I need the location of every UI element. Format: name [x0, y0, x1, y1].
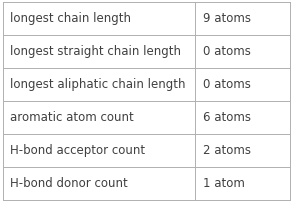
Text: longest chain length: longest chain length	[10, 12, 131, 25]
Text: H-bond donor count: H-bond donor count	[10, 177, 128, 190]
Text: H-bond acceptor count: H-bond acceptor count	[10, 144, 145, 157]
Text: longest straight chain length: longest straight chain length	[10, 45, 181, 58]
Text: 6 atoms: 6 atoms	[203, 111, 251, 124]
Text: 9 atoms: 9 atoms	[203, 12, 251, 25]
Text: aromatic atom count: aromatic atom count	[10, 111, 134, 124]
Text: 1 atom: 1 atom	[203, 177, 245, 190]
Text: 0 atoms: 0 atoms	[203, 45, 251, 58]
Text: 2 atoms: 2 atoms	[203, 144, 251, 157]
Text: 0 atoms: 0 atoms	[203, 78, 251, 91]
Text: longest aliphatic chain length: longest aliphatic chain length	[10, 78, 186, 91]
